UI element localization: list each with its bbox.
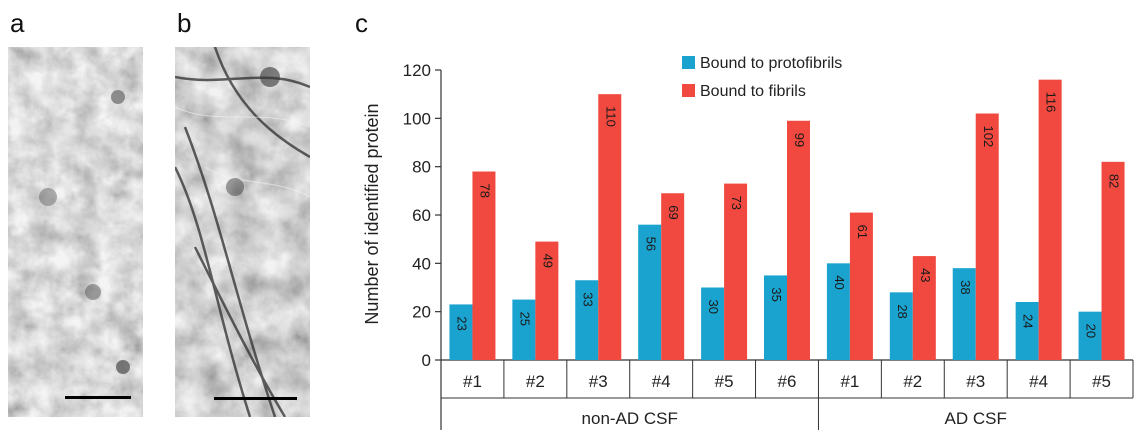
y-tick-label: 20: [412, 303, 431, 322]
bar-protofibrils: [1078, 311, 1102, 360]
bar-value-label: 82: [1107, 174, 1122, 188]
bar-fibrils: [535, 241, 559, 360]
bar-value-label: 40: [832, 275, 847, 289]
bar-value-label: 33: [580, 292, 595, 306]
y-tick-label: 60: [412, 206, 431, 225]
bar-value-label: 73: [729, 196, 744, 210]
bar-fibrils: [975, 113, 999, 360]
bar-fibrils: [661, 193, 685, 360]
bar-value-label: 25: [517, 312, 532, 326]
bar-fibrils: [787, 120, 810, 360]
bar-value-label: 61: [855, 225, 870, 239]
bar-fibrils: [849, 212, 873, 360]
bar-value-label: 110: [603, 106, 618, 127]
micrograph-b: [175, 47, 310, 417]
bar-value-label: 43: [918, 268, 933, 282]
legend-entry: Bound to protofibrils: [700, 55, 842, 72]
bar-fibrils: [472, 171, 496, 360]
legend-swatch: [682, 56, 695, 69]
bar-value-label: 78: [478, 184, 493, 198]
bar-protofibrils: [826, 263, 850, 360]
x-tick-label: #6: [778, 372, 797, 391]
y-tick-label: 80: [412, 158, 431, 177]
panel-label-b: b: [177, 8, 192, 38]
bar-protofibrils: [952, 268, 976, 360]
x-tick-label: #2: [903, 372, 922, 391]
bar-value-label: 30: [706, 300, 721, 314]
x-tick-label: #3: [589, 372, 608, 391]
group-label: AD CSF: [945, 409, 1007, 428]
x-tick-label: #4: [652, 372, 671, 391]
panel-label-c: c: [355, 8, 368, 38]
x-tick-label: #2: [526, 372, 545, 391]
bar-value-label: 102: [981, 126, 996, 148]
group-label: non-AD CSF: [582, 409, 678, 428]
y-tick-label: 0: [422, 351, 431, 370]
bar-value-label: 38: [958, 280, 973, 294]
bar-protofibrils: [638, 224, 662, 360]
bar-value-label: 24: [1021, 314, 1036, 328]
bar-value-label: 99: [792, 133, 807, 147]
scale-bar-a: [65, 396, 131, 399]
bar-value-label: 28: [895, 304, 910, 318]
x-tick-label: #5: [715, 372, 734, 391]
bar-value-label: 69: [666, 205, 681, 219]
bar-protofibrils: [449, 304, 473, 360]
bar-protofibrils: [1015, 302, 1039, 360]
y-tick-label: 100: [403, 109, 431, 128]
y-tick-label: 120: [403, 61, 431, 80]
bar-value-label: 20: [1084, 324, 1099, 338]
y-axis-title: Number of identified protein: [362, 103, 382, 324]
x-tick-label: #4: [1029, 372, 1048, 391]
bar-value-label: 56: [643, 237, 658, 251]
bar-fibrils: [912, 256, 936, 360]
legend-entry: Bound to fibrils: [700, 83, 806, 100]
bar-protofibrils: [889, 292, 913, 360]
x-tick-label: #3: [966, 372, 985, 391]
bar-fibrils: [1101, 161, 1125, 360]
bar-protofibrils: [764, 275, 787, 360]
panel-label-a: a: [10, 8, 25, 38]
bar-protofibrils: [575, 280, 599, 360]
bar-fibrils: [724, 183, 748, 360]
bar-protofibrils: [701, 287, 725, 360]
bar-value-label: 35: [769, 287, 784, 301]
x-tick-label: #1: [463, 372, 482, 391]
legend-swatch: [682, 84, 695, 97]
x-tick-label: #5: [1092, 372, 1111, 391]
y-tick-label: 40: [412, 254, 431, 273]
bar-fibrils: [1038, 79, 1062, 361]
bar-value-label: 23: [455, 316, 470, 330]
bar-fibrils: [598, 94, 622, 361]
bar-value-label: 116: [1044, 92, 1059, 113]
scale-bar-b: [214, 397, 297, 400]
x-tick-label: #1: [840, 372, 859, 391]
bar-value-label: 49: [540, 254, 555, 268]
micrograph-a: [8, 47, 143, 417]
bar-protofibrils: [512, 299, 536, 360]
